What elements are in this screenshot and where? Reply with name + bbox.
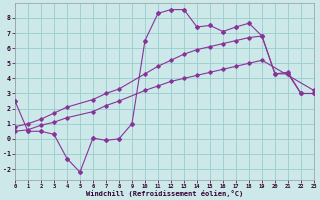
X-axis label: Windchill (Refroidissement éolien,°C): Windchill (Refroidissement éolien,°C) [86,190,243,197]
